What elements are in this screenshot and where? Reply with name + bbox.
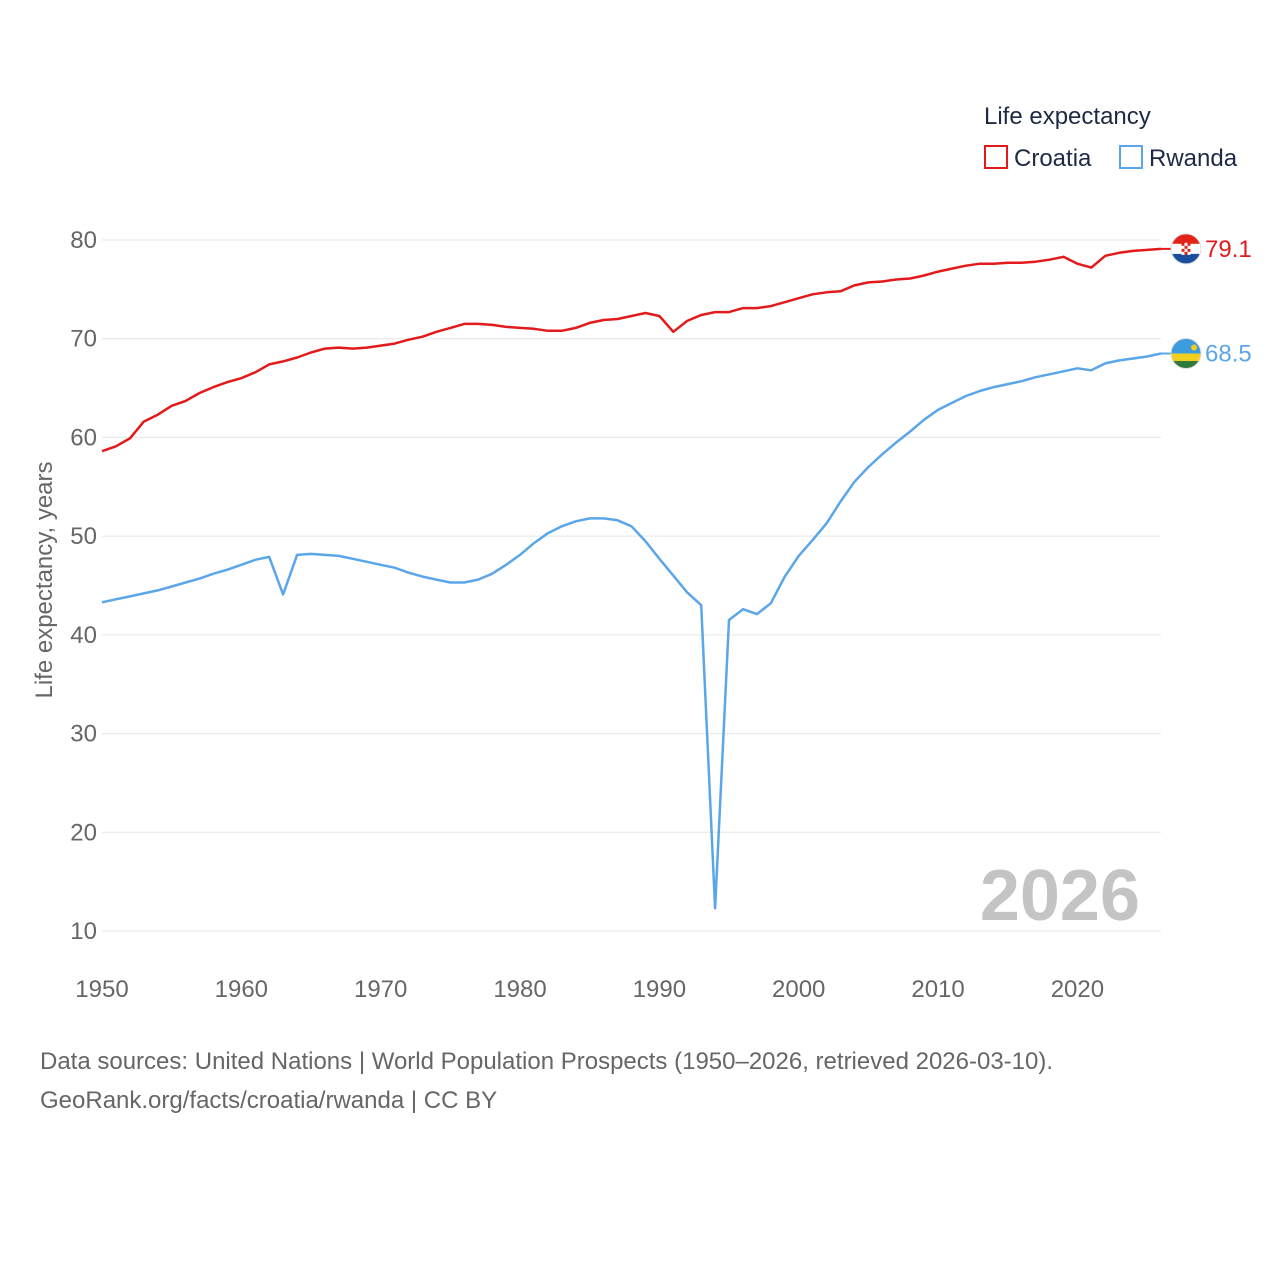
legend: Life expectancy Croatia Rwanda: [984, 103, 1238, 172]
y-tick-label: 10: [70, 918, 97, 945]
legend-label-rwanda: Rwanda: [1149, 145, 1238, 172]
series-lines: [101, 247, 1162, 910]
series-line-rwanda: [101, 352, 1162, 910]
croatia-flag-icon: [1170, 233, 1202, 265]
y-tick-label: 60: [70, 424, 97, 451]
footer-sources: Data sources: United Nations | World Pop…: [40, 1048, 1054, 1075]
x-tick-label: 2010: [911, 976, 964, 1003]
footer: Data sources: United Nations | World Pop…: [40, 1042, 1053, 1120]
series-line-croatia: [101, 247, 1162, 453]
x-tick-label: 1980: [493, 976, 546, 1003]
y-axis-ticks: 10 20 30 40 50 60 70 80: [70, 227, 97, 945]
grid-lines: [102, 239, 1161, 932]
y-tick-label: 20: [70, 819, 97, 846]
y-tick-label: 40: [70, 622, 97, 649]
y-tick-label: 80: [70, 227, 97, 254]
x-tick-label: 1950: [75, 976, 128, 1003]
end-label-croatia: 79.1: [1205, 236, 1252, 263]
x-axis-ticks: 1950 1960 1970 1980 1990 2000 2010 2020: [75, 976, 1104, 1003]
legend-label-croatia: Croatia: [1014, 145, 1092, 172]
year-watermark: 2026: [980, 856, 1140, 936]
x-tick-label: 1990: [633, 976, 686, 1003]
y-tick-label: 50: [70, 523, 97, 550]
footer-attribution: GeoRank.org/facts/croatia/rwanda | CC BY: [40, 1087, 498, 1114]
legend-item-croatia[interactable]: Croatia: [984, 145, 1092, 172]
legend-item-rwanda[interactable]: Rwanda: [1119, 145, 1238, 172]
y-axis-label: Life expectancy, years: [31, 461, 58, 698]
legend-title: Life expectancy: [984, 103, 1151, 130]
y-tick-label: 30: [70, 721, 97, 748]
legend-swatch-croatia: [984, 145, 1008, 169]
x-tick-label: 2000: [772, 976, 825, 1003]
y-tick-label: 70: [70, 326, 97, 353]
x-tick-label: 1970: [354, 976, 407, 1003]
legend-swatch-rwanda: [1119, 145, 1143, 169]
x-tick-label: 2020: [1051, 976, 1104, 1003]
rwanda-flag-icon: [1170, 338, 1202, 370]
end-label-rwanda: 68.5: [1205, 341, 1252, 368]
end-labels: 79.1 68.5: [1161, 233, 1252, 370]
x-tick-label: 1960: [215, 976, 268, 1003]
